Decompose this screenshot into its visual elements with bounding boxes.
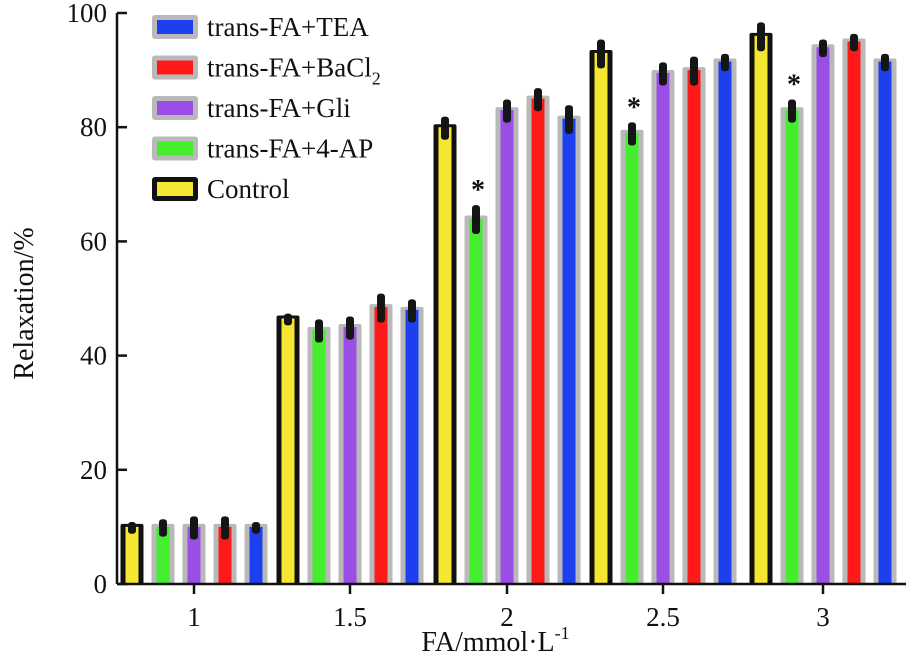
bar	[374, 307, 388, 584]
bar	[405, 309, 419, 584]
bar	[156, 526, 170, 584]
error-bar	[315, 319, 323, 343]
y-tick-label: 60	[80, 226, 107, 256]
x-tick-label: 1.5	[333, 602, 367, 632]
legend-swatch	[157, 141, 193, 156]
error-bar	[788, 99, 796, 123]
x-axis-title: FA/mmol·L-1	[421, 623, 569, 658]
error-bar	[597, 39, 605, 69]
ticks-layer: 0 20 40 60 80 100 1 1.5 2 2.5 3	[67, 0, 830, 632]
x-tick-label: 2.5	[646, 602, 680, 632]
error-bar	[441, 116, 449, 140]
bar	[594, 52, 608, 585]
bar	[281, 318, 295, 584]
x-axis-title-superscript: -1	[555, 623, 570, 643]
bar	[625, 132, 639, 584]
bar	[125, 526, 139, 584]
x-tick-label: 2	[500, 602, 514, 632]
bar	[785, 110, 799, 584]
bar	[562, 118, 576, 584]
y-tick-label: 20	[80, 455, 107, 485]
bar	[249, 526, 263, 584]
significance-asterisk: *	[787, 70, 801, 101]
legend-label-subscript: 2	[372, 69, 381, 89]
error-bar	[628, 122, 636, 146]
bar	[687, 70, 701, 585]
error-bar	[757, 22, 765, 52]
bar	[656, 72, 670, 584]
bar	[469, 218, 483, 584]
legend-label: trans-FA+TEA	[207, 12, 369, 42]
error-bar	[252, 522, 260, 534]
legend-swatch	[157, 20, 193, 34]
bar	[218, 526, 232, 584]
bar	[438, 127, 452, 584]
annotations-layer: * * *	[471, 70, 801, 207]
legend: trans-FA+TEA trans-FA+BaCl2 trans-FA+Gli tr…	[152, 12, 381, 204]
y-tick-label: 100	[67, 0, 108, 28]
significance-asterisk: *	[471, 175, 485, 206]
error-bar	[128, 522, 136, 534]
error-bar	[284, 313, 292, 326]
significance-asterisk: *	[627, 92, 641, 123]
legend-label: Control	[207, 174, 290, 204]
bar	[816, 47, 830, 584]
error-bar	[190, 516, 198, 540]
legend-label: trans-FA+4-AP	[207, 134, 373, 164]
bars-layer	[120, 22, 897, 585]
error-bar	[472, 205, 480, 234]
error-bar	[721, 53, 729, 72]
x-tick-label: 3	[816, 602, 830, 632]
legend-swatch	[157, 101, 193, 115]
bar	[312, 329, 326, 584]
error-bar	[159, 519, 167, 537]
y-tick-label: 40	[80, 341, 107, 371]
legend-label: trans-FA+Gli	[207, 93, 351, 123]
y-axis-title: Relaxation/%	[9, 227, 40, 379]
legend-swatch	[157, 182, 193, 196]
error-bar	[690, 56, 698, 86]
bar	[754, 35, 768, 584]
x-tick-label: 1	[187, 602, 201, 632]
error-bar	[850, 33, 858, 52]
y-tick-label: 80	[80, 112, 107, 142]
bar	[343, 327, 357, 584]
bar	[718, 61, 732, 585]
error-bar	[503, 99, 511, 123]
error-bar	[221, 516, 229, 540]
bar	[531, 98, 545, 585]
error-bar	[377, 293, 385, 323]
error-bar	[819, 39, 827, 57]
bar	[500, 110, 514, 584]
bar	[878, 61, 892, 585]
axes-layer	[115, 13, 906, 586]
error-bar	[408, 299, 416, 323]
bar	[187, 526, 201, 584]
legend-swatch	[157, 60, 193, 75]
error-bar	[534, 88, 542, 112]
y-tick-label: 0	[94, 569, 108, 599]
error-bar	[659, 62, 667, 86]
error-bar	[881, 53, 889, 72]
error-bar	[565, 105, 573, 135]
legend-label: trans-FA+BaCl2	[207, 53, 381, 89]
x-axis-title-main: FA/mmol·L	[421, 627, 554, 658]
error-bar	[346, 316, 354, 340]
bar	[847, 41, 861, 585]
